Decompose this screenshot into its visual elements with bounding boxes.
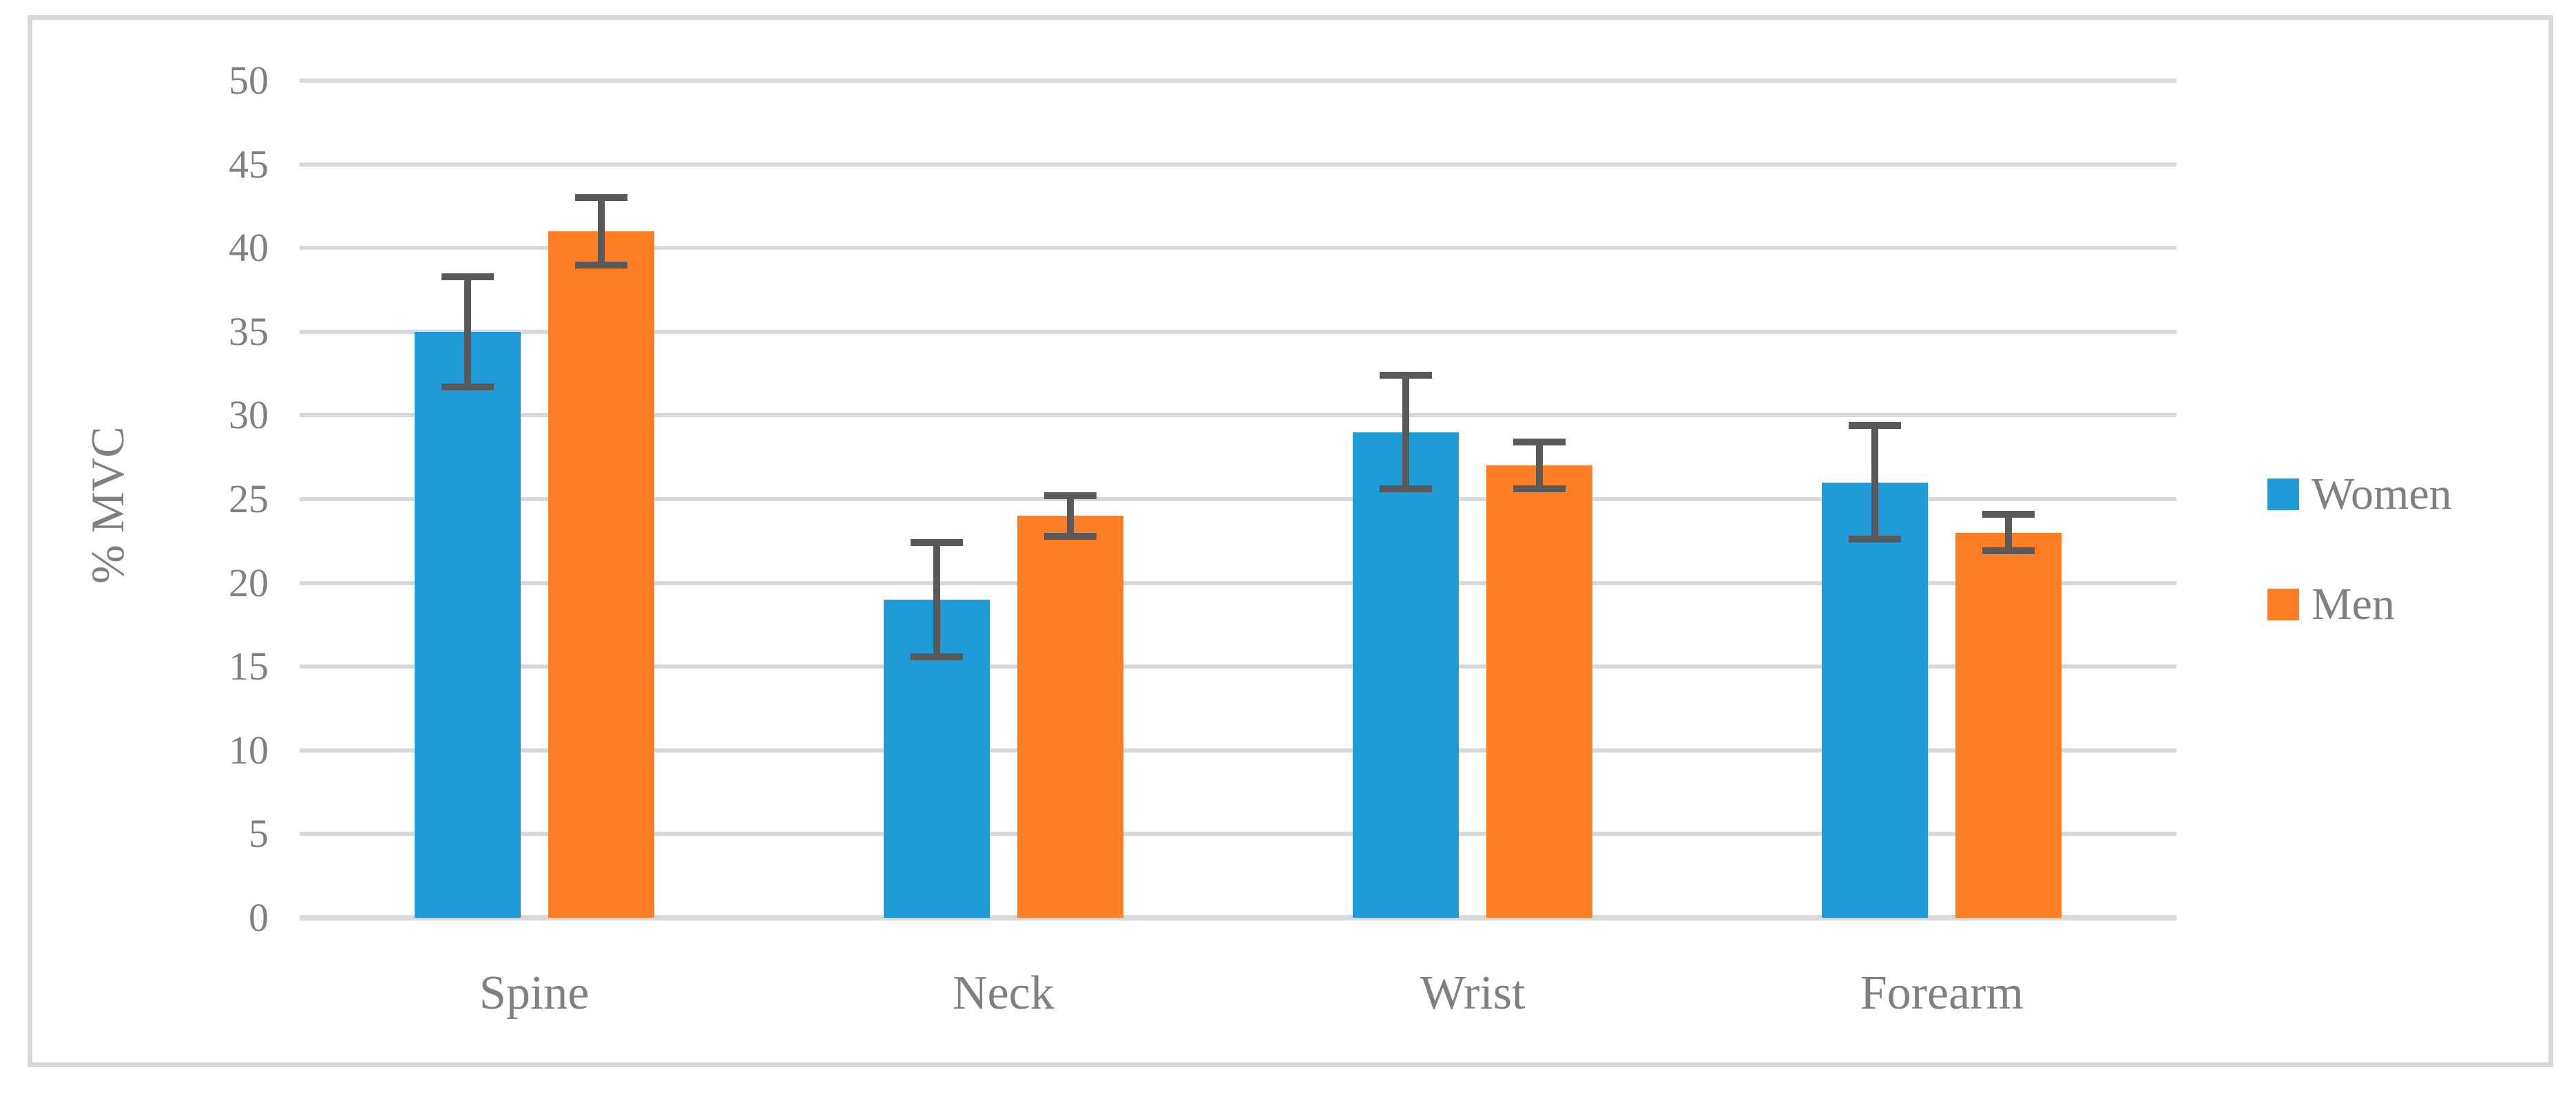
legend-label-men: Men — [2312, 579, 2395, 629]
bar-men-neck — [1017, 516, 1123, 918]
legend-swatch-women — [2267, 478, 2299, 510]
gridline — [300, 664, 2177, 669]
x-category-label: Neck — [953, 967, 1055, 1020]
bar-men-spine — [548, 231, 654, 918]
error-bar-cap-top — [441, 273, 494, 280]
error-bar-stem — [1871, 425, 1879, 540]
bar-men-forearm — [1955, 532, 2062, 918]
y-tick-label: 20 — [229, 560, 269, 605]
error-bar-cap-top — [910, 539, 963, 547]
error-bar-stem — [597, 198, 605, 265]
x-axis-line — [300, 915, 2177, 921]
gridline — [300, 78, 2177, 83]
y-tick-label: 30 — [229, 392, 269, 438]
legend-label-women: Women — [2312, 469, 2452, 519]
y-axis-title: % MVC — [81, 426, 134, 584]
gridline — [300, 497, 2177, 501]
gridline — [300, 413, 2177, 418]
bar-men-wrist — [1486, 465, 1593, 918]
error-bar-cap-top — [1380, 372, 1433, 379]
y-tick-label: 15 — [229, 644, 269, 689]
y-tick-label: 0 — [249, 895, 269, 940]
error-bar-cap-top — [1982, 510, 2035, 518]
y-tick-label: 45 — [229, 141, 269, 187]
bar-women-forearm — [1822, 482, 1929, 918]
error-bar-cap-bottom — [1982, 547, 2035, 555]
gridline — [300, 162, 2177, 167]
error-bar-cap-bottom — [1043, 532, 1097, 540]
legend-item-women: Women — [2267, 472, 2452, 517]
legend-item-men: Men — [2267, 582, 2395, 627]
error-bar-cap-bottom — [441, 383, 494, 391]
bar-women-spine — [414, 331, 521, 918]
y-tick-label: 25 — [229, 476, 269, 521]
error-bar-cap-top — [1513, 439, 1566, 446]
error-bar-cap-top — [574, 194, 627, 202]
gridline — [300, 246, 2177, 251]
y-tick-label: 40 — [229, 225, 269, 271]
x-category-label: Wrist — [1420, 967, 1526, 1020]
y-tick-label: 5 — [249, 811, 269, 856]
error-bar-stem — [1402, 375, 1410, 490]
error-bar-stem — [2005, 514, 2013, 551]
legend-swatch-men — [2267, 589, 2299, 620]
y-tick-label: 35 — [229, 308, 269, 354]
y-tick-label: 10 — [229, 727, 269, 772]
gridline — [300, 580, 2177, 585]
error-bar-stem — [1536, 442, 1544, 490]
error-bar-stem — [464, 276, 471, 388]
error-bar-stem — [933, 543, 940, 657]
gridline — [300, 748, 2177, 753]
gridline — [300, 832, 2177, 837]
error-bar-cap-top — [1043, 492, 1097, 500]
error-bar-cap-bottom — [1513, 485, 1566, 493]
bar-women-wrist — [1353, 432, 1460, 918]
gridline — [300, 329, 2177, 334]
y-tick-label: 50 — [229, 58, 269, 103]
error-bar-cap-bottom — [1849, 536, 1902, 543]
x-category-label: Forearm — [1860, 967, 2024, 1020]
error-bar-cap-bottom — [1380, 485, 1433, 493]
x-category-label: Spine — [479, 967, 590, 1020]
error-bar-cap-top — [1849, 421, 1902, 429]
error-bar-cap-bottom — [574, 261, 627, 269]
error-bar-stem — [1066, 496, 1074, 536]
error-bar-cap-bottom — [910, 653, 963, 660]
